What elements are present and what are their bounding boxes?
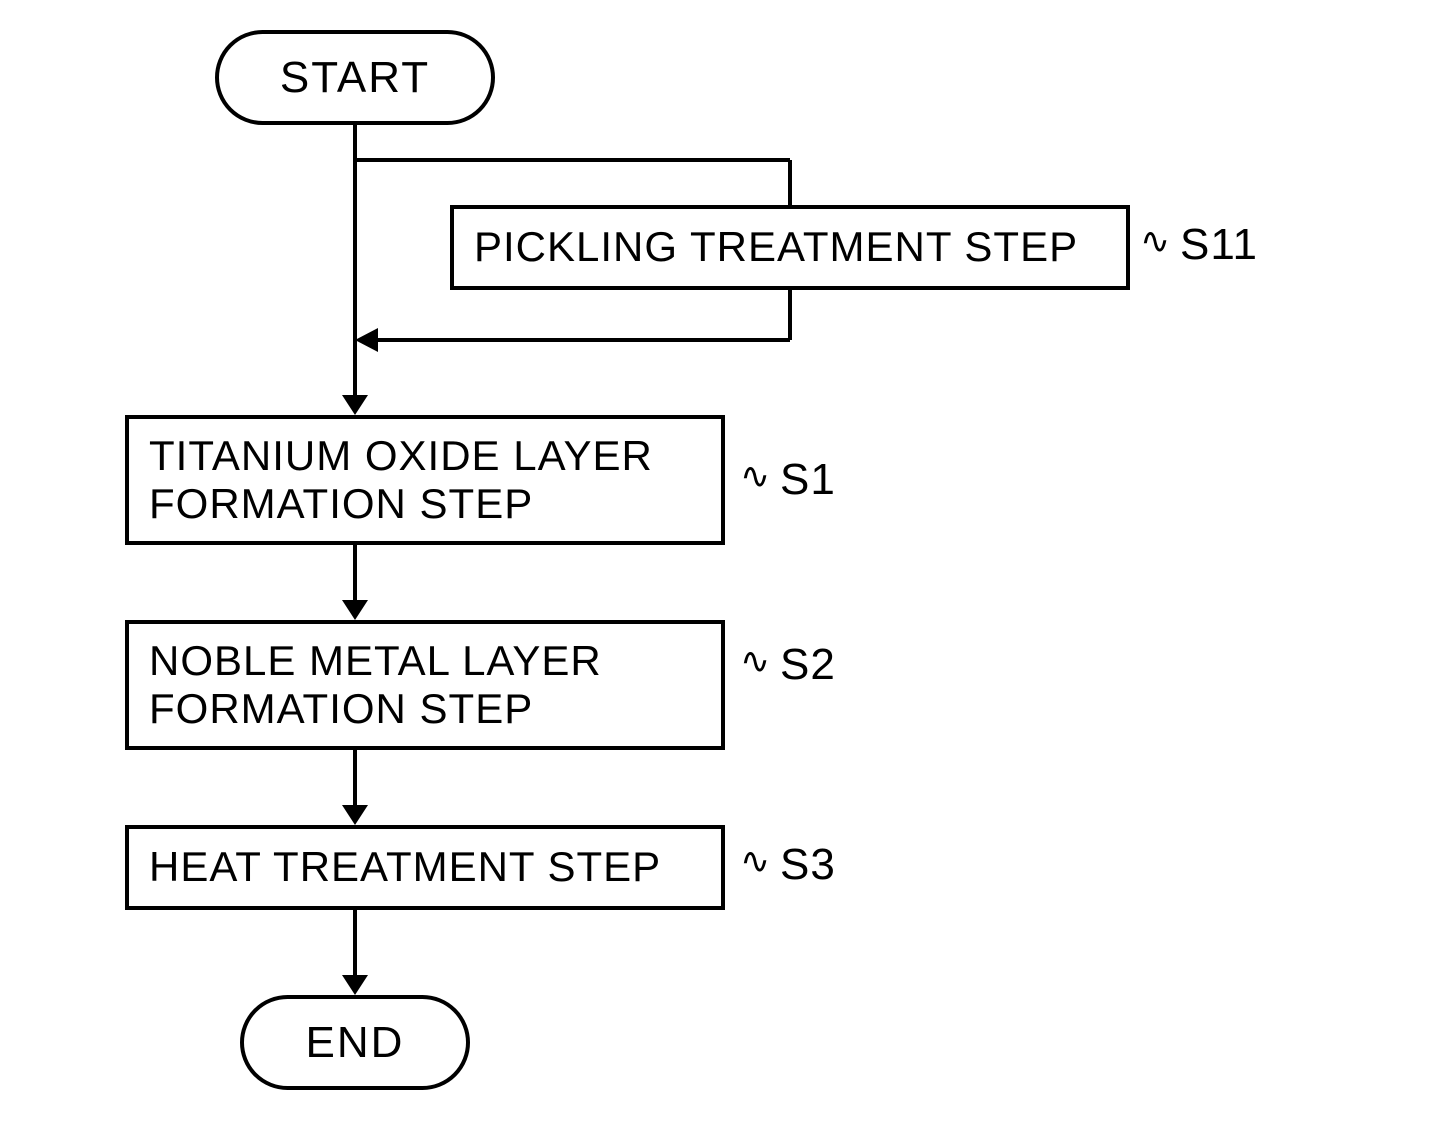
- end-label: END: [306, 1018, 405, 1068]
- end-terminal: END: [240, 995, 470, 1090]
- edge-s3-to-end: [20, 20, 1446, 1107]
- flowchart-container: START PICKLING TREATMENT STEP ∿ S11 TITA…: [20, 20, 1446, 1107]
